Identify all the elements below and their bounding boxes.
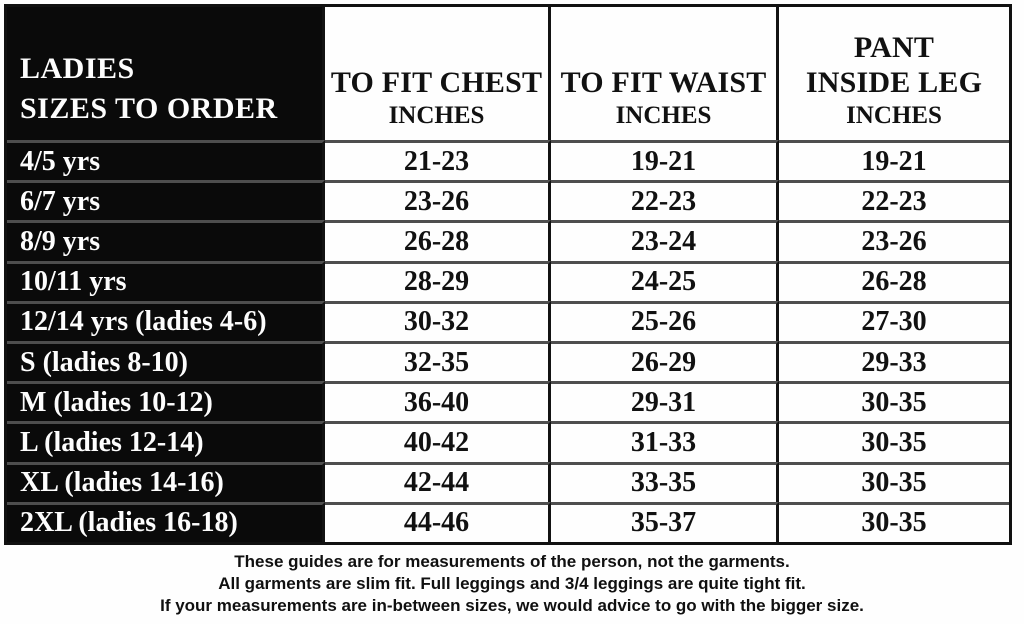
waist-value: 25-26: [551, 300, 779, 341]
column-header-inside-leg-title2: INSIDE LEG: [805, 66, 983, 99]
corner-header-ladies-sizes: LADIES SIZES TO ORDER: [7, 7, 325, 140]
ladies-size-chart-table: LADIES SIZES TO ORDER TO FIT CHEST INCHE…: [4, 4, 1012, 545]
row-label-m: M (ladies 10-12): [7, 381, 325, 422]
leg-value: 27-30: [779, 300, 1009, 341]
chest-value: 40-42: [325, 421, 551, 462]
column-header-waist-title: TO FIT WAIST: [560, 66, 767, 99]
note-line-1: These guides are for measurements of the…: [234, 552, 790, 571]
row-label-xl: XL (ladies 14-16): [7, 461, 325, 502]
column-header-inside-leg-title1: PANT: [853, 31, 935, 64]
chest-value: 36-40: [325, 381, 551, 422]
column-header-chest-unit: INCHES: [388, 102, 485, 129]
leg-value: 30-35: [779, 381, 1009, 421]
leg-value: 30-35: [779, 501, 1009, 542]
chest-value: 28-29: [325, 260, 551, 301]
row-label-2xl: 2XL (ladies 16-18): [7, 501, 325, 542]
waist-value: 19-21: [551, 140, 779, 181]
measurement-notes: These guides are for measurements of the…: [0, 551, 1024, 617]
row-label-4-5-yrs: 4/5 yrs: [7, 140, 325, 181]
column-header-chest-title: TO FIT CHEST: [330, 66, 543, 99]
waist-value: 24-25: [551, 260, 779, 301]
corner-header-line2: SIZES TO ORDER: [20, 92, 278, 125]
note-line-3: If your measurements are in-between size…: [160, 596, 864, 615]
leg-value: 22-23: [779, 180, 1009, 220]
leg-value: 29-33: [779, 341, 1009, 381]
chest-value: 44-46: [325, 501, 551, 542]
waist-value: 31-33: [551, 421, 779, 462]
column-header-inside-leg-unit: INCHES: [846, 102, 942, 129]
waist-value: 23-24: [551, 220, 779, 261]
leg-value: 23-26: [779, 220, 1009, 260]
column-header-waist: TO FIT WAIST INCHES: [551, 7, 779, 140]
chest-value: 30-32: [325, 300, 551, 341]
waist-value: 26-29: [551, 341, 779, 382]
waist-value: 33-35: [551, 461, 779, 502]
chest-value: 23-26: [325, 180, 551, 221]
corner-header-line1: LADIES: [20, 52, 135, 85]
waist-value: 22-23: [551, 180, 779, 221]
leg-value: 30-35: [779, 421, 1009, 461]
chest-value: 32-35: [325, 341, 551, 382]
column-header-chest: TO FIT CHEST INCHES: [325, 7, 551, 140]
column-header-inside-leg: PANT INSIDE LEG INCHES: [779, 7, 1009, 140]
chest-value: 42-44: [325, 461, 551, 502]
leg-value: 19-21: [779, 140, 1009, 180]
note-line-2: All garments are slim fit. Full leggings…: [218, 574, 806, 593]
column-header-waist-unit: INCHES: [615, 102, 712, 129]
waist-value: 35-37: [551, 501, 779, 542]
chest-value: 26-28: [325, 220, 551, 261]
waist-value: 29-31: [551, 381, 779, 422]
row-label-6-7-yrs: 6/7 yrs: [7, 180, 325, 221]
row-label-12-14-yrs: 12/14 yrs (ladies 4-6): [7, 300, 325, 341]
row-label-s: S (ladies 8-10): [7, 341, 325, 382]
row-label-10-11-yrs: 10/11 yrs: [7, 260, 325, 301]
row-label-8-9-yrs: 8/9 yrs: [7, 220, 325, 261]
leg-value: 26-28: [779, 260, 1009, 301]
leg-value: 30-35: [779, 461, 1009, 502]
row-label-l: L (ladies 12-14): [7, 421, 325, 462]
chest-value: 21-23: [325, 140, 551, 181]
